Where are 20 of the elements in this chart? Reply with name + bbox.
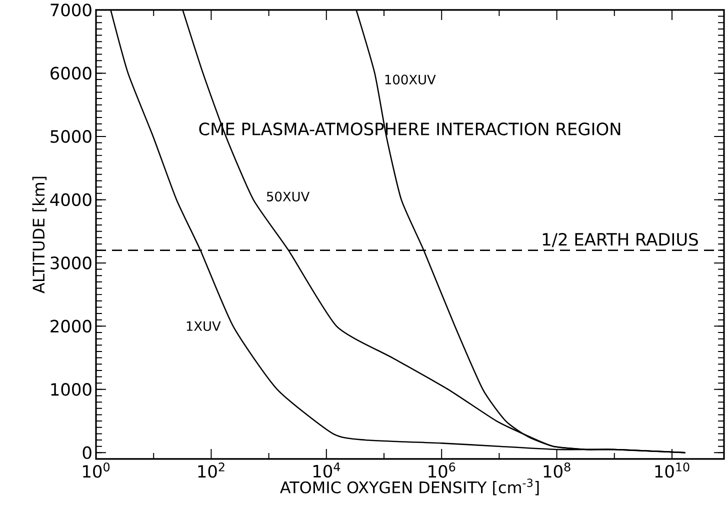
x-tick-label: 10$^{6}$ bbox=[428, 462, 456, 478]
y-tick-label: 5000 bbox=[50, 130, 92, 143]
y-tick-label: 1000 bbox=[51, 383, 92, 396]
y-tick-label: 6000 bbox=[50, 66, 92, 80]
x-tick-label: 10$^{8}$ bbox=[544, 462, 570, 478]
y-tick-label: 0 bbox=[82, 446, 92, 460]
y-tick-label: 7000 bbox=[50, 4, 92, 16]
y-tick-label: 4000 bbox=[50, 193, 92, 206]
y-tick-label: 2000 bbox=[50, 320, 92, 333]
series-label: 100XUV bbox=[385, 74, 436, 84]
y-tick-label: 3000 bbox=[50, 256, 92, 270]
x-tick-label: 10$^{10}$ bbox=[655, 462, 690, 478]
y-axis-title: ALTITUDE [km] bbox=[32, 176, 47, 294]
x-tick-label: 10$^{2}$ bbox=[198, 462, 224, 478]
x-axis-title: ATOMIC OXYGEN DENSITY [cm$^{-3}$] bbox=[280, 478, 539, 496]
x-tick-label: 10$^{0}$ bbox=[83, 462, 110, 478]
ref-line-label: 1/2 EARTH RADIUS bbox=[542, 232, 698, 248]
series-label: 1XUV bbox=[186, 321, 221, 331]
x-tick-label: 10$^{4}$ bbox=[313, 462, 340, 478]
series-label: 50XUV bbox=[266, 192, 310, 202]
